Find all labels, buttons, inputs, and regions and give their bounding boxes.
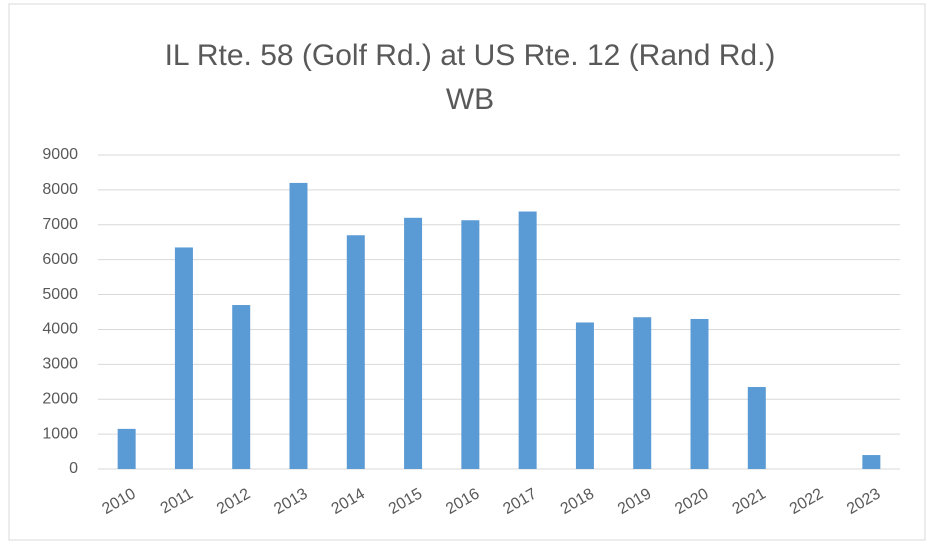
chart-title: WB (446, 83, 494, 116)
y-tick-label: 9000 (42, 146, 78, 163)
y-tick-label: 7000 (42, 216, 78, 233)
y-tick-label: 8000 (42, 181, 78, 198)
bar (461, 220, 480, 469)
y-tick-label: 4000 (42, 321, 78, 338)
bar (232, 305, 251, 469)
bar (289, 182, 308, 469)
bar (346, 235, 365, 469)
bar (117, 428, 136, 469)
bar (404, 217, 423, 469)
bar (690, 318, 709, 469)
y-tick-label: 0 (69, 460, 78, 477)
bar (633, 317, 652, 469)
y-tick-label: 3000 (42, 356, 78, 373)
y-tick-label: 1000 (42, 425, 78, 442)
bar (518, 211, 537, 469)
y-tick-label: 6000 (42, 251, 78, 268)
bar (747, 387, 766, 469)
bar (575, 322, 594, 469)
chart-title: IL Rte. 58 (Golf Rd.) at US Rte. 12 (Ran… (165, 39, 776, 72)
bar (862, 455, 881, 469)
bar (174, 247, 193, 469)
y-tick-label: 2000 (42, 390, 78, 407)
y-tick-label: 5000 (42, 286, 78, 303)
